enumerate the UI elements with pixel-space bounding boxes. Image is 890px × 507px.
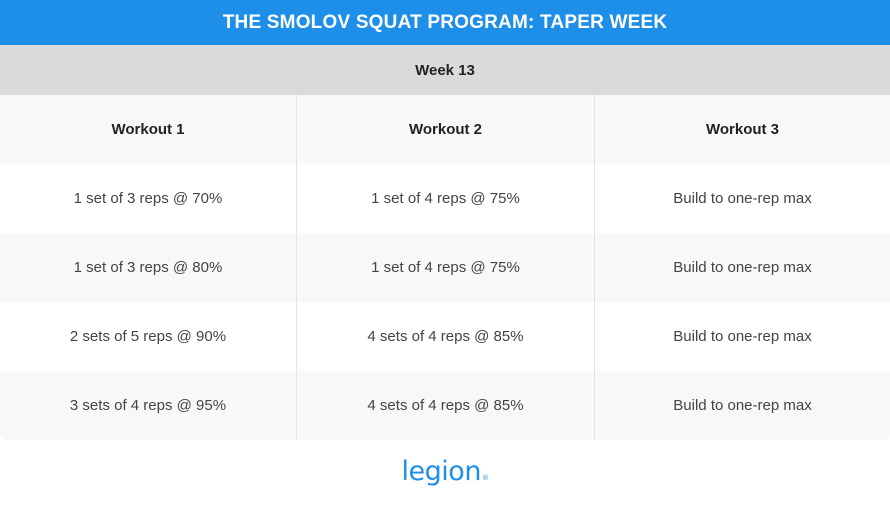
table-row: 2 sets of 5 reps @ 90% 4 sets of 4 reps … — [0, 302, 890, 371]
table-cell: 1 set of 3 reps @ 80% — [0, 233, 297, 302]
legion-logo: legion® — [0, 456, 890, 487]
table-cell: Build to one-rep max — [673, 190, 812, 207]
table-cell: 4 sets of 4 reps @ 85% — [297, 371, 595, 440]
table-row: 3 sets of 4 reps @ 95% 4 sets of 4 reps … — [0, 371, 890, 440]
column-header-workout-1: Workout 1 — [0, 95, 297, 164]
table-row: 1 set of 3 reps @ 80% 1 set of 4 reps @ … — [0, 233, 890, 302]
table-header-row: Workout 1 Workout 2 Workout 3 — [0, 95, 890, 164]
table-cell: Build to one-rep max — [673, 328, 812, 345]
workout-table: Workout 1 Workout 2 Workout 3 1 set of 3… — [0, 95, 890, 440]
table-cell: 1 set of 4 reps @ 75% — [297, 164, 595, 233]
table-cell: 2 sets of 5 reps @ 90% — [0, 302, 297, 371]
page-title: THE SMOLOV SQUAT PROGRAM: TAPER WEEK — [222, 12, 668, 33]
week-label: Week 13 — [415, 62, 475, 79]
week-bar: Week 13 — [0, 45, 890, 95]
table-cell: 1 set of 4 reps @ 75% — [297, 233, 595, 302]
table-cell: Build to one-rep max — [673, 397, 812, 414]
table-row: 1 set of 3 reps @ 70% 1 set of 4 reps @ … — [0, 164, 890, 233]
registered-mark: ® — [481, 474, 489, 482]
column-header-workout-2: Workout 2 — [297, 95, 595, 164]
title-bar: THE SMOLOV SQUAT PROGRAM: TAPER WEEK — [0, 0, 890, 45]
table-cell: 4 sets of 4 reps @ 85% — [297, 302, 595, 371]
column-header-workout-3: Workout 3 — [705, 121, 780, 138]
logo-wordmark: legion — [401, 456, 482, 487]
table-cell: 1 set of 3 reps @ 70% — [0, 164, 297, 233]
table-cell: Build to one-rep max — [673, 259, 812, 276]
table-cell: 3 sets of 4 reps @ 95% — [0, 371, 297, 440]
